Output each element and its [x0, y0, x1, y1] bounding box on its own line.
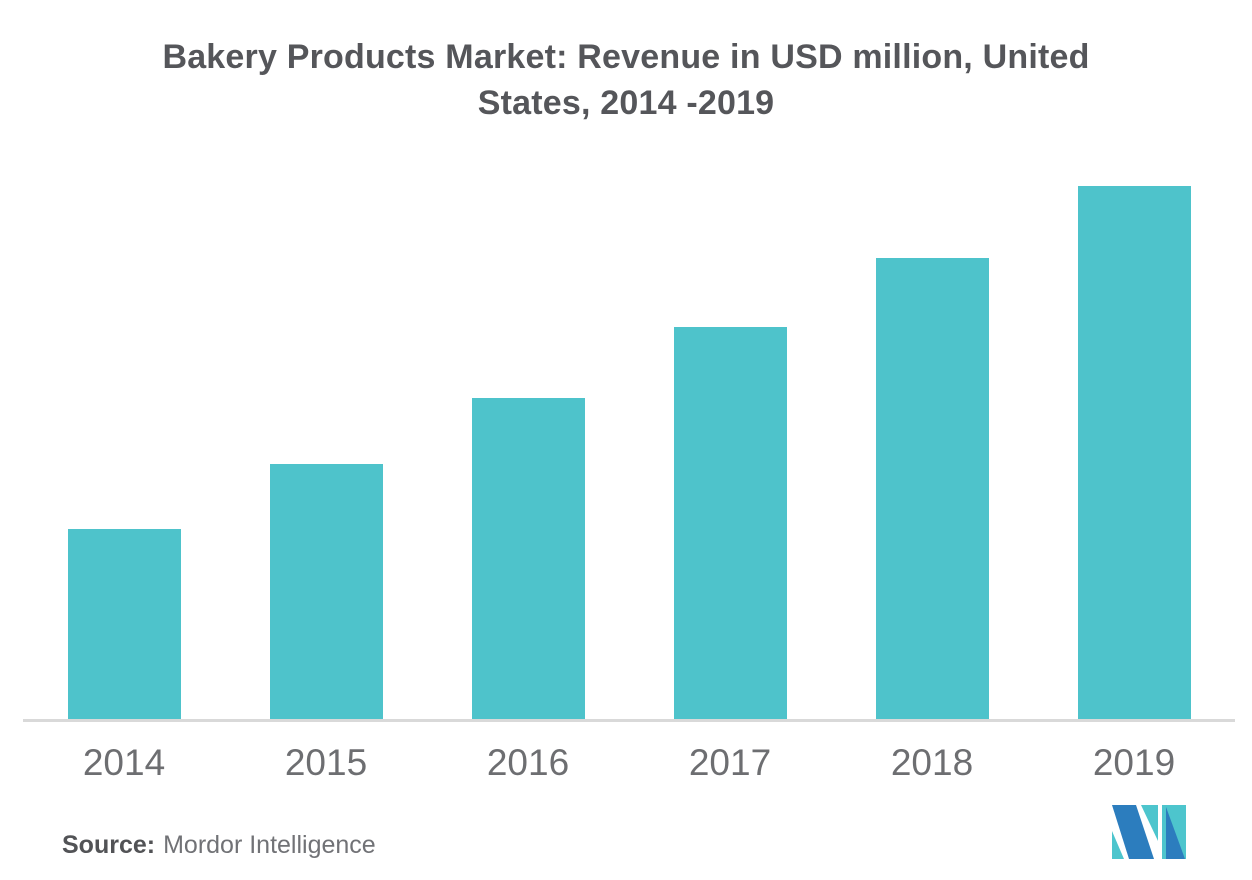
logo-top-right-teal-triangle [1141, 805, 1158, 841]
bar-slot-2018 [831, 150, 1033, 719]
x-tick-2015: 2015 [284, 742, 368, 783]
logo-right-blue-triangle [1166, 807, 1185, 859]
bar-slot-2014 [23, 150, 225, 719]
bar-2019 [1077, 186, 1191, 719]
source-label: Source: [62, 831, 156, 859]
logo-left-teal-triangle [1112, 831, 1124, 859]
bar-2017 [673, 327, 787, 719]
source-note: Source: Mordor Intelligence [62, 831, 376, 859]
bar-2018 [875, 258, 989, 719]
x-tick-2017: 2017 [688, 742, 772, 783]
bar-slot-2015 [225, 150, 427, 719]
x-axis-labels: 2014 2015 2016 2017 2018 2019 [23, 742, 1235, 784]
x-tick-2019: 2019 [1092, 742, 1176, 783]
bar-slot-2017 [629, 150, 831, 719]
chart-title-line-1: Bakery Products Market: Revenue in USD m… [162, 38, 1090, 76]
bar-2014 [67, 529, 181, 719]
x-tick-2014: 2014 [82, 742, 166, 783]
mordor-intelligence-logo [1112, 805, 1186, 859]
bar-slot-2016 [427, 150, 629, 719]
chart-title: Bakery Products Market: Revenue in USD m… [0, 34, 1252, 126]
x-tick-2016: 2016 [486, 742, 570, 783]
plot-area [23, 150, 1235, 722]
bar-slot-2019 [1033, 150, 1235, 719]
source-text: Mordor Intelligence [163, 831, 376, 859]
bar-2016 [471, 398, 585, 719]
bar-2015 [269, 464, 383, 719]
chart-title-line-2: States, 2014 -2019 [477, 84, 775, 122]
x-tick-2018: 2018 [890, 742, 974, 783]
logo-left-blue-band [1112, 805, 1154, 859]
